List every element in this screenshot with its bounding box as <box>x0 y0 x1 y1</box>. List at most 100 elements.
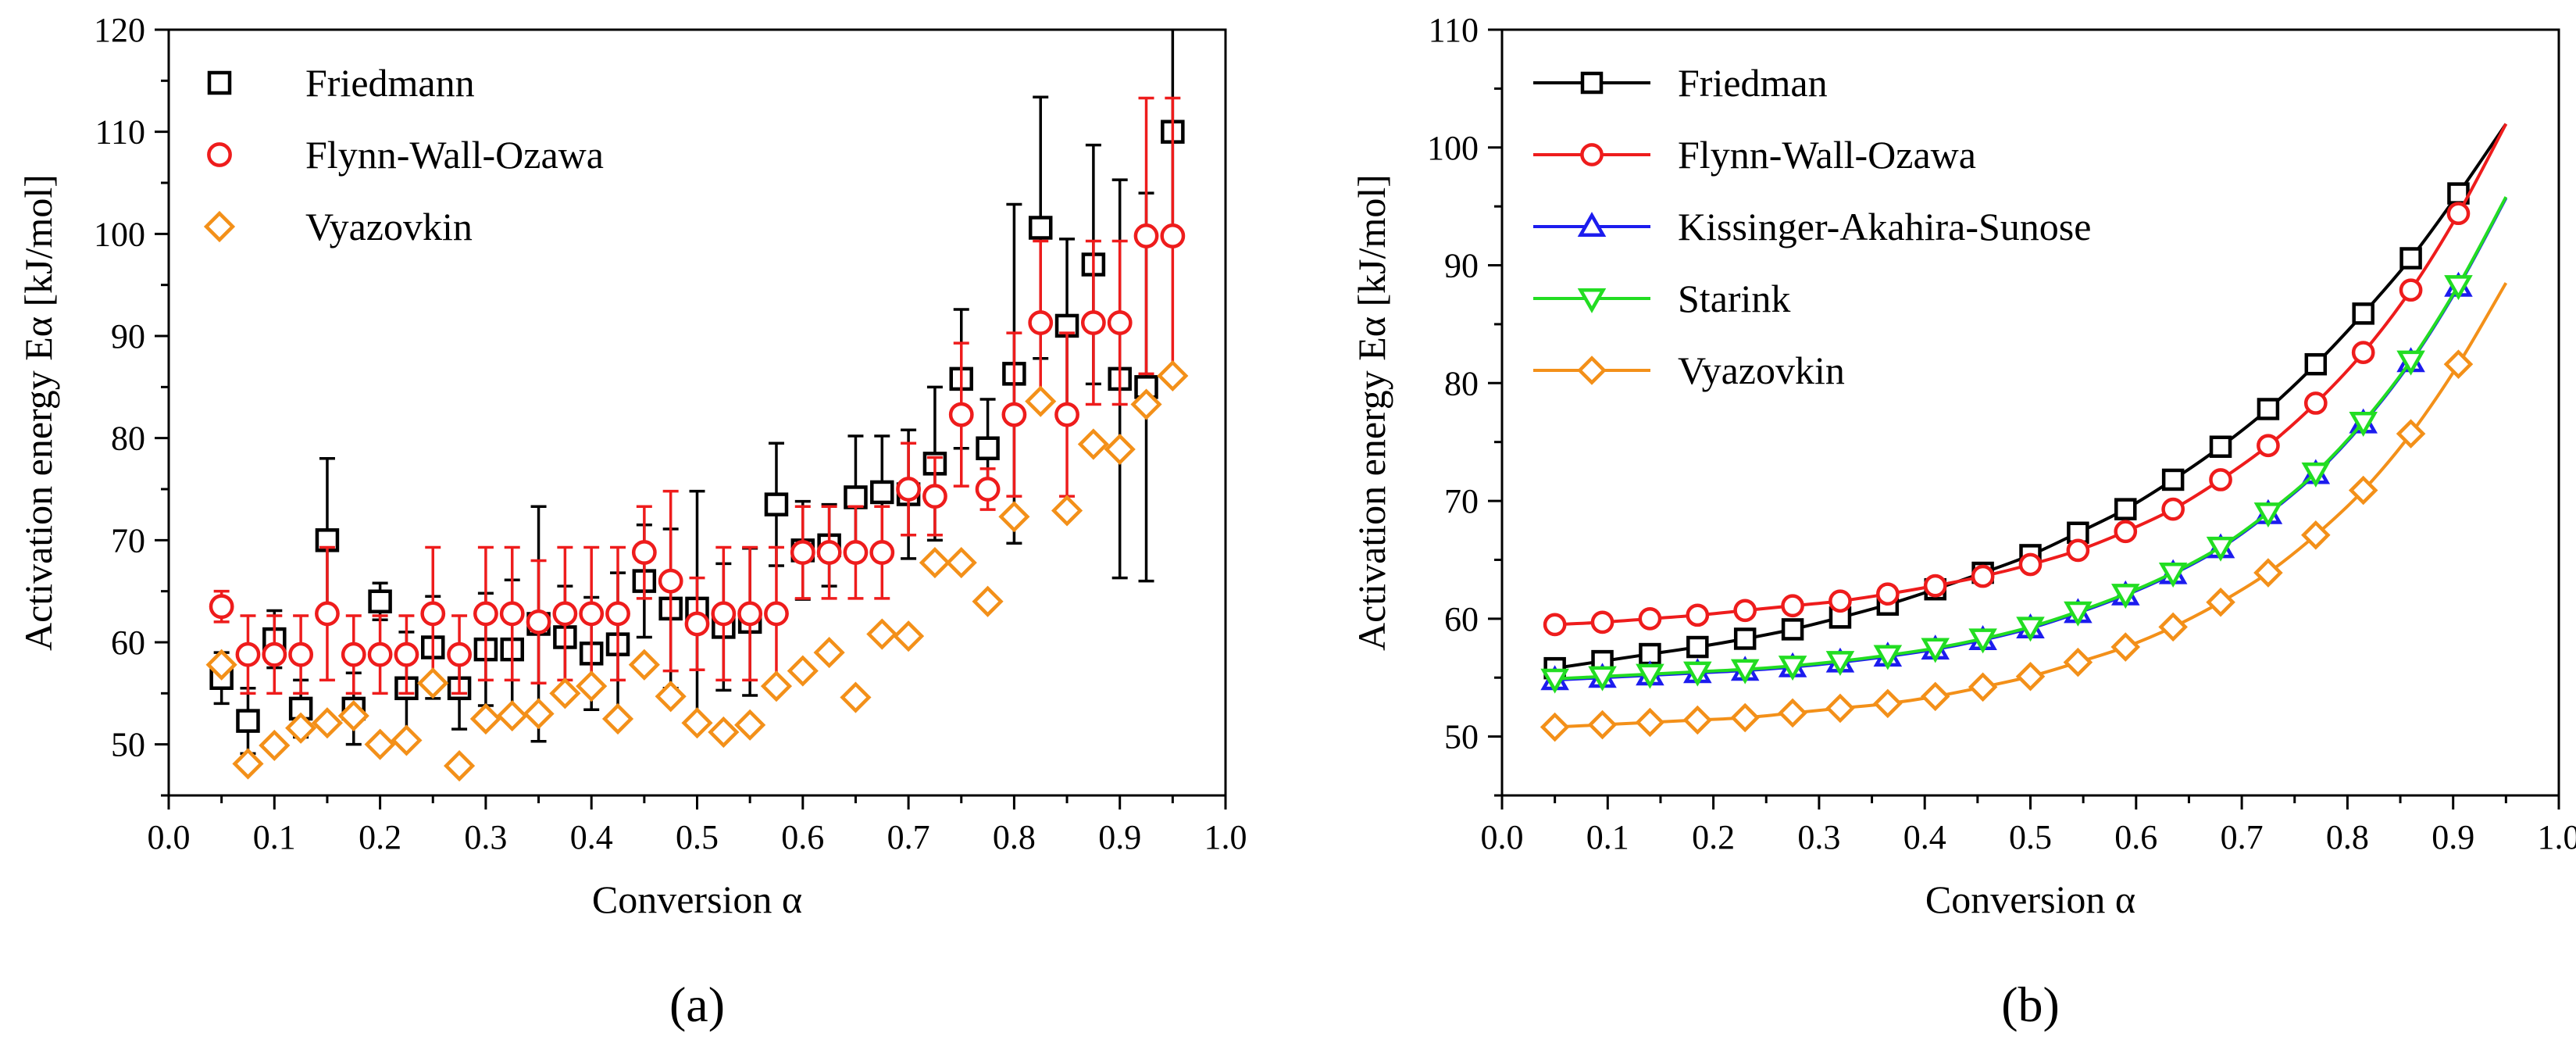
data-point <box>843 540 869 565</box>
data-point <box>1968 628 1997 654</box>
legend-item: Flynn-Wall-Ozawa <box>207 133 604 177</box>
x-tick-label: 0.7 <box>887 818 930 856</box>
data-point <box>760 670 793 702</box>
legend-marker <box>1577 288 1607 313</box>
data-point <box>1778 698 1807 728</box>
data-point <box>844 485 868 509</box>
data-point <box>2015 661 2046 692</box>
data-point <box>605 601 630 627</box>
y-tick-label: 90 <box>1444 247 1479 285</box>
data-point <box>1682 705 1713 735</box>
data-point <box>737 601 763 627</box>
data-point <box>1028 310 1054 335</box>
legend-item: Friedmann <box>207 61 475 105</box>
data-point <box>1543 613 1567 637</box>
data-point <box>473 601 498 627</box>
data-point <box>922 484 947 509</box>
data-point <box>552 601 578 627</box>
chart-panel-b: 0.0 0.1 0.2 0.3 0.4 0.5 0.6 0.7 0.8 0.9 1.0 50 60 70 8… <box>1350 11 2576 1032</box>
data-point <box>2018 552 2043 577</box>
data-point <box>262 642 287 667</box>
data-point <box>2301 520 2331 550</box>
series-flynn-wall-ozawa <box>1543 123 2508 637</box>
data-point <box>2161 497 2185 521</box>
y-axis-title: Activation energy Eα [kJ/mol] <box>1350 174 1393 651</box>
y-tick-label: 70 <box>1444 482 1479 520</box>
data-point <box>2446 202 2471 226</box>
data-point <box>790 540 815 565</box>
data-point <box>998 501 1030 533</box>
y-tick-label: 50 <box>1444 718 1479 756</box>
series-vyazovkin <box>1540 282 2508 742</box>
data-point <box>526 609 551 634</box>
data-point <box>205 649 237 681</box>
series-flynn-wall-ozawa <box>209 96 1186 695</box>
x-tick-label: 0.3 <box>1797 818 1840 856</box>
data-point <box>1540 668 1569 694</box>
data-point <box>2158 562 2188 588</box>
data-point <box>2396 350 2425 376</box>
y-tick-label: 110 <box>95 113 145 152</box>
data-point <box>236 709 260 733</box>
plot-area <box>1540 123 2508 742</box>
data-point <box>2064 601 2093 627</box>
legend-item: Kissinger-Akahira-Sunose <box>1533 205 2091 248</box>
data-point <box>2206 587 2235 617</box>
data-point <box>209 594 234 620</box>
data-point <box>2253 558 2283 588</box>
data-point <box>1968 672 1998 702</box>
data-point <box>2444 275 2473 301</box>
data-point <box>1638 606 1662 631</box>
data-point <box>975 477 1001 502</box>
x-tick-label: 0.3 <box>464 818 507 856</box>
data-point <box>840 681 872 713</box>
data-point <box>681 707 713 739</box>
data-point <box>1686 635 1709 659</box>
data-point <box>420 601 446 627</box>
data-point <box>945 546 977 579</box>
data-point <box>447 642 472 667</box>
legend-item: Flynn-Wall-Ozawa <box>1533 133 1976 177</box>
data-point <box>1923 574 1947 598</box>
data-point <box>893 620 925 652</box>
data-point <box>658 568 683 594</box>
data-point <box>711 601 737 627</box>
data-point <box>364 728 396 760</box>
data-point <box>919 546 951 579</box>
data-point <box>1636 663 1664 689</box>
legend-marker <box>1577 356 1607 385</box>
data-point <box>2351 341 2375 364</box>
data-point <box>1781 594 1804 618</box>
data-point <box>1028 216 1053 240</box>
data-point <box>523 698 555 730</box>
data-point <box>628 649 660 681</box>
data-point <box>311 707 344 739</box>
data-point <box>1054 402 1079 427</box>
x-tick-label: 0.5 <box>2009 818 2052 856</box>
data-point <box>787 655 819 687</box>
legend: Friedman Flynn-Wall-Ozawa Kissinger-Akahir… <box>1533 61 2091 392</box>
data-point <box>1829 589 1852 613</box>
legend-label: Vyazovkin <box>1678 348 1845 392</box>
x-tick-label: 0.9 <box>2432 818 2474 856</box>
series-starink <box>1540 196 2508 694</box>
legend-label: Vyazovkin <box>305 205 473 248</box>
legend-item: Starink <box>1533 277 1790 320</box>
legend-label: Friedmann <box>305 61 475 105</box>
data-point <box>1686 603 1710 627</box>
data-point <box>1107 310 1133 335</box>
data-point <box>1540 712 1570 742</box>
data-point <box>1160 223 1186 248</box>
y-tick-label: 100 <box>1427 129 1479 167</box>
data-point <box>2158 612 2188 642</box>
data-point <box>1781 618 1804 641</box>
data-point <box>576 670 608 702</box>
y-tick-label: 80 <box>111 420 145 458</box>
data-point <box>2161 468 2185 491</box>
data-point <box>2303 391 2328 415</box>
x-axis-title: Conversion α <box>592 877 802 921</box>
data-point <box>1590 610 1614 634</box>
x-tick-label: 0.2 <box>1692 818 1735 856</box>
data-point <box>816 540 842 565</box>
